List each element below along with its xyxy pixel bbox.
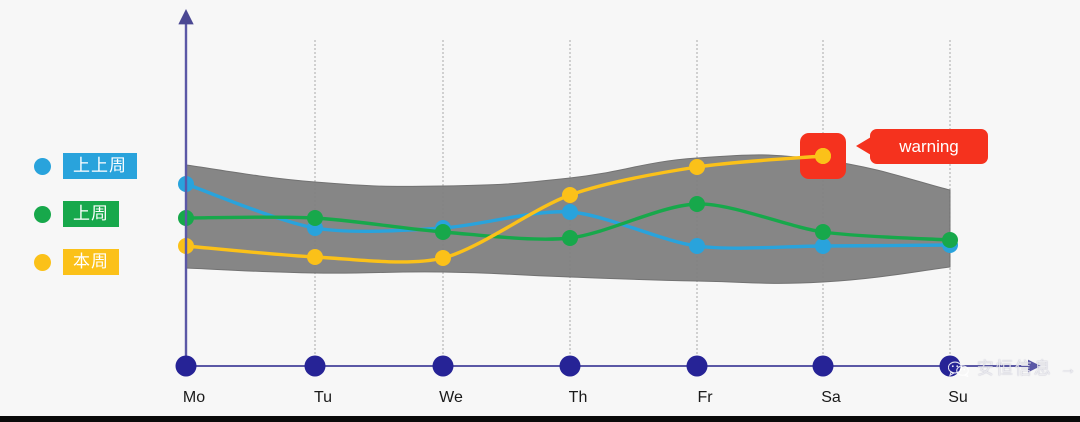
warning-callout-tail [856, 137, 871, 155]
series-1 [178, 196, 958, 248]
x-axis-tick-markers [175, 355, 961, 377]
legend-label-1: 上周 [63, 201, 119, 227]
data-point-We[interactable] [435, 224, 451, 240]
x-tick-marker-Mo[interactable] [175, 355, 197, 377]
data-point-Th[interactable] [562, 204, 578, 220]
data-point-Fr[interactable] [689, 238, 705, 254]
data-point-Th[interactable] [562, 230, 578, 246]
x-tick-marker-We[interactable] [432, 355, 454, 377]
data-point-Tu[interactable] [307, 249, 323, 265]
warning-callout[interactable]: warning [870, 129, 988, 164]
legend-item-0[interactable]: 上上周 [34, 153, 137, 179]
x-axis-label-Tu: Tu [313, 389, 333, 406]
legend-dot-green [34, 205, 51, 223]
data-point-We[interactable] [435, 250, 451, 266]
x-axis-label-Fr: Fr [697, 389, 713, 406]
data-point-Su[interactable] [942, 232, 958, 248]
data-point-Tu[interactable] [307, 210, 323, 226]
warning-data-point[interactable] [815, 148, 831, 164]
x-tick-marker-Sa[interactable] [812, 355, 834, 377]
data-point-Sa[interactable] [815, 224, 831, 240]
data-point-Fr[interactable] [689, 159, 705, 175]
x-tick-marker-Su[interactable] [939, 355, 961, 377]
x-tick-marker-Fr[interactable] [686, 355, 708, 377]
x-axis-label-Su: Su [948, 389, 968, 406]
legend-item-1[interactable]: 上周 [34, 201, 119, 227]
x-tick-marker-Th[interactable] [559, 355, 581, 377]
warning-callout-label: warning [899, 137, 959, 156]
legend-label-0: 上上周 [63, 153, 137, 179]
x-axis-label-We: We [439, 389, 463, 406]
legend: 上上周 上周 本周 [8, 6, 168, 422]
data-point-Th[interactable] [562, 187, 578, 203]
data-point-Sa[interactable] [815, 238, 831, 254]
data-point-Fr[interactable] [689, 196, 705, 212]
series-line-2 [184, 154, 825, 264]
series-layer [178, 133, 958, 266]
legend-label-2: 本周 [63, 249, 119, 275]
legend-dot-blue [34, 157, 51, 175]
legend-dot-yellow [34, 253, 51, 271]
x-axis-label-Sa: Sa [821, 389, 841, 406]
x-axis-label-Mo: Mo [182, 389, 206, 406]
legend-item-2[interactable]: 本周 [34, 249, 119, 275]
x-axis-label-Th: Th [568, 389, 588, 406]
x-tick-marker-Tu[interactable] [304, 355, 326, 377]
